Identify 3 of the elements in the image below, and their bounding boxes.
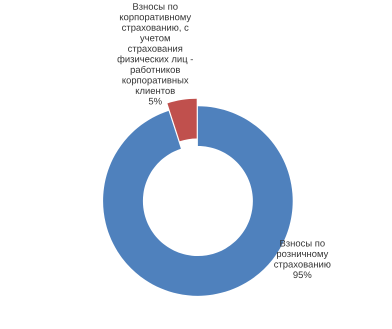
data-label: 5% bbox=[148, 98, 162, 105]
data-label: 95% bbox=[293, 271, 312, 278]
category-label: Взносы по корпоративному страхованию, с учетом страхования физических лиц - работников корпоративных клиентов bbox=[117, 3, 193, 94]
